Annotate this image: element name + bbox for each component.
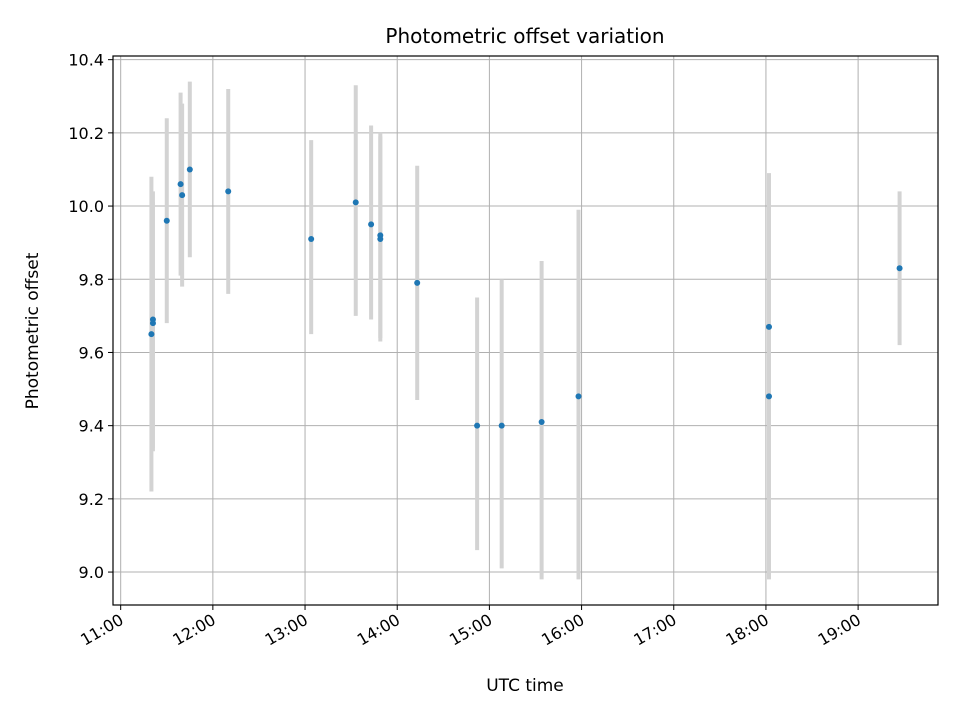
y-tick-label: 10.2 — [68, 124, 104, 143]
y-tick-label: 10.0 — [68, 197, 104, 216]
y-tick-label: 9.2 — [79, 490, 104, 509]
data-point — [308, 236, 315, 242]
data-point — [352, 199, 359, 206]
data-point — [179, 192, 186, 199]
grid — [113, 56, 938, 605]
plot-frame — [112, 55, 939, 606]
y-axis-title: Photometric offset — [23, 252, 43, 409]
data-point — [474, 422, 481, 429]
y-tick-label: 10.4 — [68, 51, 104, 70]
y-tick-label: 9.0 — [79, 563, 104, 582]
y-tick-label: 9.4 — [79, 417, 104, 436]
data-point — [575, 393, 582, 400]
data-point — [766, 323, 773, 330]
data-point — [186, 166, 193, 173]
data-point — [896, 265, 903, 272]
data-point — [148, 331, 155, 338]
data-point — [414, 279, 421, 286]
data-point — [766, 393, 773, 400]
y-tick-label: 9.6 — [79, 343, 104, 362]
data-point — [149, 320, 156, 327]
data-point — [163, 217, 170, 224]
data-point — [225, 188, 232, 195]
data-point — [538, 419, 545, 425]
x-axis-title: UTC time — [486, 676, 564, 696]
chart-title: Photometric offset variation — [385, 24, 664, 48]
data-point — [368, 221, 375, 228]
data-point — [377, 232, 384, 239]
data-point — [177, 181, 184, 188]
y-axis-ticks: 9.0 9.2 9.4 9.6 9.8 10.0 10.2 10.4 — [68, 51, 113, 582]
y-tick-label: 9.8 — [79, 270, 104, 289]
data-points — [148, 166, 903, 429]
data-point — [498, 422, 505, 429]
